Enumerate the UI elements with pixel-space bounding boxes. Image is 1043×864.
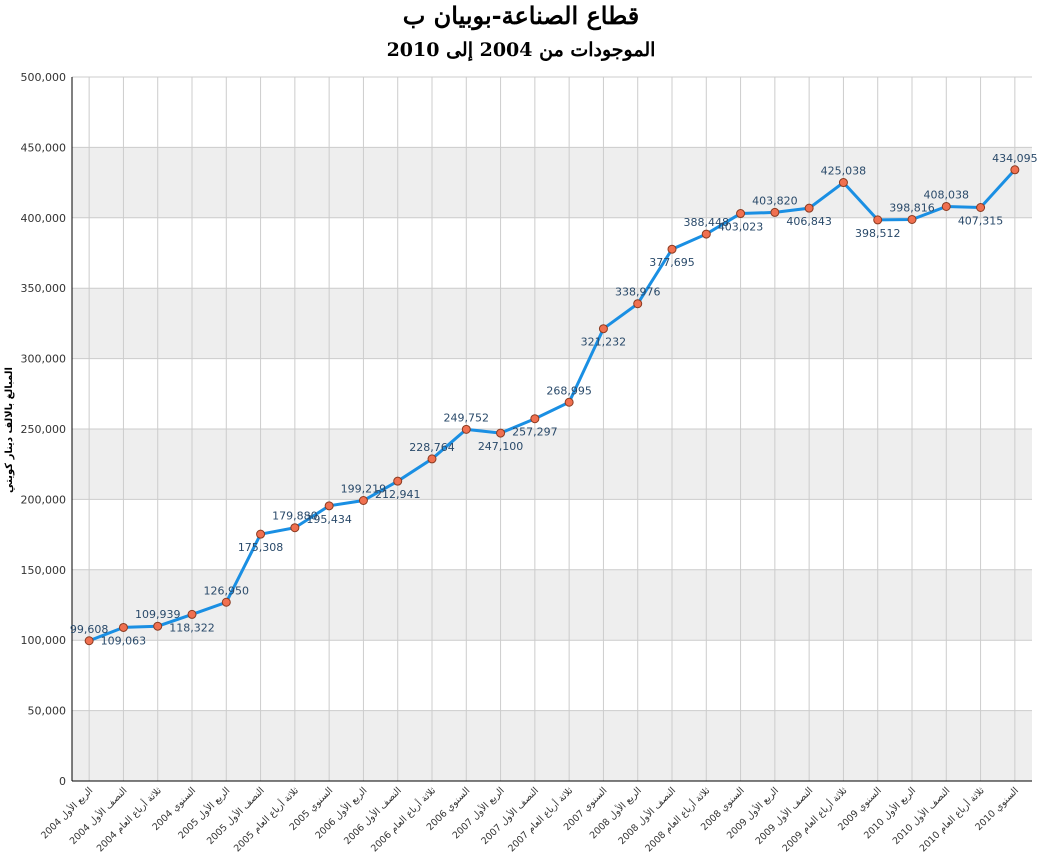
point — [221, 597, 231, 607]
x-tick-label: ثلاثة أرباع العام 2008 — [642, 784, 713, 855]
data-label: 338,976 — [615, 286, 661, 299]
point — [153, 621, 163, 631]
point — [770, 207, 780, 217]
y-tick-label: 0 — [59, 775, 66, 788]
x-tick-label: ثلاثة أرباع العام 2010 — [916, 784, 987, 855]
point — [598, 324, 608, 334]
y-axis-title: المبالغ بالالف دينار كويتي — [4, 367, 15, 493]
x-tick-label: النصف الأول 2004 — [67, 785, 129, 847]
grid-band — [72, 147, 1032, 218]
data-label: 425,038 — [821, 165, 867, 178]
data-label: 212,941 — [375, 488, 421, 501]
data-label: 403,820 — [752, 194, 798, 207]
point — [701, 229, 711, 239]
grid-band — [72, 710, 1032, 781]
y-tick-label: 400,000 — [21, 212, 67, 225]
y-tick-label: 450,000 — [21, 141, 67, 154]
y-tick-label: 150,000 — [21, 564, 67, 577]
point — [358, 495, 368, 505]
point — [907, 214, 917, 224]
x-tick-label: النصف الأول 2008 — [616, 785, 678, 847]
point — [873, 215, 883, 225]
grid-band — [72, 429, 1032, 500]
data-label: 179,880 — [272, 510, 318, 523]
data-label: 247,100 — [478, 440, 524, 453]
point — [1010, 165, 1020, 175]
point — [564, 397, 574, 407]
data-label: 195,434 — [306, 513, 352, 526]
point — [496, 428, 506, 438]
data-label: 249,752 — [444, 411, 490, 424]
chart-subtitle: الموجودات من 2004 إلى 2010 — [387, 39, 656, 62]
data-label: 257,297 — [512, 426, 558, 439]
x-tick-label: النصف الأول 2005 — [204, 785, 266, 847]
point — [290, 523, 300, 533]
x-tick-label: النصف الأول 2007 — [479, 785, 541, 847]
series-line — [88, 168, 1016, 643]
y-tick-label: 250,000 — [21, 423, 67, 436]
point — [804, 203, 814, 213]
point — [461, 424, 471, 434]
point — [633, 299, 643, 309]
y-tick-label: 300,000 — [21, 353, 67, 366]
x-tick-label: ثلاثة أرباع العام 2007 — [505, 784, 576, 855]
chart-title: قطاع الصناعة-بوبيان ب — [403, 1, 640, 31]
data-label: 109,939 — [135, 608, 181, 621]
data-label: 406,843 — [786, 215, 832, 228]
x-tick-label: النصف الأول 2010 — [890, 785, 952, 847]
point — [667, 244, 677, 254]
data-label: 403,023 — [718, 221, 764, 234]
point — [941, 201, 951, 211]
y-tick-label: 350,000 — [21, 282, 67, 295]
point — [838, 178, 848, 188]
point — [118, 622, 128, 632]
data-label: 398,816 — [889, 201, 935, 214]
point — [393, 476, 403, 486]
data-label: 126,950 — [204, 584, 250, 597]
x-tick-label: النصف الأول 2006 — [341, 785, 403, 847]
point — [976, 203, 986, 213]
data-label: 99,608 — [70, 623, 109, 636]
x-tick-label: النصف الأول 2009 — [753, 785, 815, 847]
x-tick-label: ثلاثة أرباع العام 2005 — [231, 784, 302, 855]
x-tick-label: ثلاثة أرباع العام 2004 — [93, 784, 164, 855]
data-label: 398,512 — [855, 227, 901, 240]
point — [427, 454, 437, 464]
data-label: 268,995 — [546, 384, 592, 397]
data-label: 199,219 — [341, 482, 387, 495]
data-label: 407,315 — [958, 215, 1004, 228]
data-label: 228,764 — [409, 441, 455, 454]
point — [256, 529, 266, 539]
data-label: 388,448 — [684, 216, 730, 229]
data-label: 175,308 — [238, 541, 284, 554]
grid-band — [72, 569, 1032, 641]
data-label: 434,095 — [992, 152, 1038, 165]
x-tick-label: ثلاثة أرباع العام 2006 — [368, 784, 439, 855]
data-label: 321,232 — [581, 336, 627, 349]
grid-band — [72, 288, 1032, 359]
data-label: 377,695 — [649, 256, 695, 269]
point — [84, 636, 94, 646]
y-tick-label: 500,000 — [21, 71, 67, 84]
data-label: 118,322 — [169, 621, 215, 634]
y-tick-label: 100,000 — [21, 634, 67, 647]
data-label: 109,063 — [101, 634, 147, 647]
point — [187, 609, 197, 619]
data-label: 408,038 — [924, 188, 970, 201]
point — [530, 414, 540, 424]
y-tick-label: 200,000 — [21, 493, 67, 506]
point — [736, 209, 746, 219]
x-tick-label: ثلاثة أرباع العام 2009 — [779, 784, 850, 855]
point — [324, 501, 334, 511]
y-tick-label: 50,000 — [28, 705, 67, 718]
